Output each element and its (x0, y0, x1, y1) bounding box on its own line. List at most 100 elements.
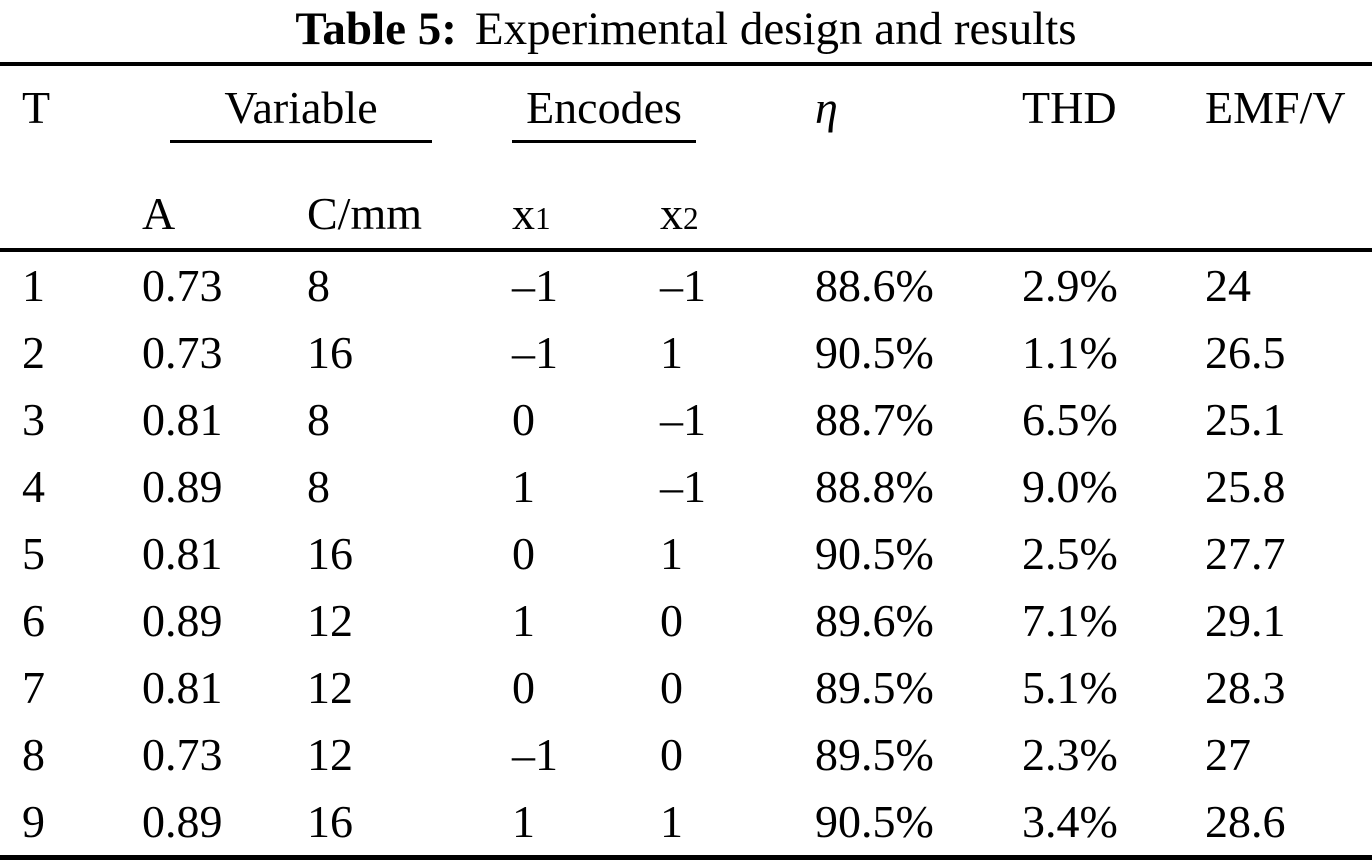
cell-eta: 90.5% (815, 795, 934, 847)
table-row: 1 0.73 8 –1 –1 88.6% 2.9% 24 (0, 250, 1372, 319)
cell-x1: 1 (512, 795, 535, 847)
cell-thd: 9.0% (1022, 460, 1118, 512)
cell-c: 8 (307, 393, 330, 445)
cell-t: 5 (22, 527, 45, 579)
table-row: 7 0.81 12 0 0 89.5% 5.1% 28.3 (0, 654, 1372, 721)
table-row: 8 0.73 12 –1 0 89.5% 2.3% 27 (0, 721, 1372, 788)
cell-c: 8 (307, 460, 330, 512)
cell-x2: 1 (660, 795, 683, 847)
cell-x1: 0 (512, 527, 535, 579)
cell-eta: 89.5% (815, 661, 934, 713)
col-header-x1: x1 (512, 167, 660, 252)
cell-x1: 0 (512, 393, 535, 445)
cell-t: 7 (22, 661, 45, 713)
cell-c: 8 (307, 259, 330, 311)
col-header-emf: EMF/V (1205, 82, 1346, 133)
cell-c: 16 (307, 795, 353, 847)
cell-c: 12 (307, 661, 353, 713)
col-header-blank (815, 167, 1022, 252)
caption-text: Experimental design and results (474, 3, 1077, 55)
cell-a: 0.81 (142, 527, 223, 579)
cell-x2: 1 (660, 527, 683, 579)
cell-emf: 27.7 (1205, 527, 1286, 579)
cell-t: 9 (22, 795, 45, 847)
group-header-encodes: Encodes (512, 64, 815, 167)
cell-a: 0.89 (142, 795, 223, 847)
cell-a: 0.81 (142, 661, 223, 713)
cell-eta: 89.6% (815, 594, 934, 646)
cell-t: 4 (22, 460, 45, 512)
cell-x1: –1 (512, 326, 558, 378)
cell-x1: 0 (512, 661, 535, 713)
cell-t: 1 (22, 259, 45, 311)
x2-subscript: 2 (683, 201, 699, 236)
x1-subscript: 1 (535, 201, 551, 236)
cell-emf: 24 (1205, 259, 1251, 311)
cell-a: 0.73 (142, 326, 223, 378)
cell-t: 3 (22, 393, 45, 445)
cell-x2: 1 (660, 326, 683, 378)
cell-x1: –1 (512, 259, 558, 311)
cell-emf: 26.5 (1205, 326, 1286, 378)
cell-thd: 3.4% (1022, 795, 1118, 847)
cell-emf: 25.1 (1205, 393, 1286, 445)
cell-eta: 90.5% (815, 527, 934, 579)
cell-eta: 88.6% (815, 259, 934, 311)
col-header-blank (1205, 167, 1372, 252)
cell-c: 12 (307, 728, 353, 780)
cell-t: 8 (22, 728, 45, 780)
cell-thd: 2.9% (1022, 259, 1118, 311)
col-header-x2: x2 (660, 167, 815, 252)
cell-eta: 89.5% (815, 728, 934, 780)
cell-t: 2 (22, 326, 45, 378)
cell-c: 16 (307, 527, 353, 579)
header-row-subcolumns: A C/mm x1 x2 (0, 167, 1372, 252)
group-header-variable: Variable (142, 64, 512, 167)
cell-eta: 88.7% (815, 393, 934, 445)
cell-c: 12 (307, 594, 353, 646)
cell-thd: 5.1% (1022, 661, 1118, 713)
cell-thd: 1.1% (1022, 326, 1118, 378)
cell-eta: 88.8% (815, 460, 934, 512)
table-row: 9 0.89 16 1 1 90.5% 3.4% 28.6 (0, 788, 1372, 858)
table-caption: Table 5: Experimental design and results (0, 0, 1372, 62)
col-header-a: A (142, 167, 307, 252)
cell-emf: 28.6 (1205, 795, 1286, 847)
group-header-variable-label: Variable (170, 85, 432, 143)
caption-label: Table 5: (295, 3, 457, 55)
header-row-groups: T Variable Encodes η THD EMF/V (0, 64, 1372, 167)
cell-emf: 27 (1205, 728, 1251, 780)
col-header-t: T (22, 82, 51, 133)
table-row: 6 0.89 12 1 0 89.6% 7.1% 29.1 (0, 587, 1372, 654)
table-row: 4 0.89 8 1 –1 88.8% 9.0% 25.8 (0, 453, 1372, 520)
cell-a: 0.81 (142, 393, 223, 445)
cell-x1: –1 (512, 728, 558, 780)
col-header-thd: THD (1022, 82, 1117, 133)
cell-eta: 90.5% (815, 326, 934, 378)
cell-x2: –1 (660, 460, 706, 512)
col-header-c-mm: C/mm (307, 167, 512, 252)
cell-c: 16 (307, 326, 353, 378)
cell-a: 0.89 (142, 594, 223, 646)
table-row: 2 0.73 16 –1 1 90.5% 1.1% 26.5 (0, 319, 1372, 386)
cell-emf: 29.1 (1205, 594, 1286, 646)
cell-x2: 0 (660, 661, 683, 713)
cell-x1: 1 (512, 594, 535, 646)
cell-thd: 7.1% (1022, 594, 1118, 646)
col-header-blank (1022, 167, 1205, 252)
x2-base: x (660, 188, 683, 239)
experimental-results-table: T Variable Encodes η THD EMF/V A C/mm x1… (0, 62, 1372, 860)
cell-x2: –1 (660, 393, 706, 445)
cell-thd: 2.5% (1022, 527, 1118, 579)
cell-x1: 1 (512, 460, 535, 512)
cell-x2: –1 (660, 259, 706, 311)
cell-x2: 0 (660, 594, 683, 646)
table-row: 5 0.81 16 0 1 90.5% 2.5% 27.7 (0, 520, 1372, 587)
cell-a: 0.73 (142, 259, 223, 311)
col-header-eta: η (815, 82, 838, 133)
cell-thd: 6.5% (1022, 393, 1118, 445)
cell-emf: 28.3 (1205, 661, 1286, 713)
cell-emf: 25.8 (1205, 460, 1286, 512)
cell-t: 6 (22, 594, 45, 646)
table-row: 3 0.81 8 0 –1 88.7% 6.5% 25.1 (0, 386, 1372, 453)
